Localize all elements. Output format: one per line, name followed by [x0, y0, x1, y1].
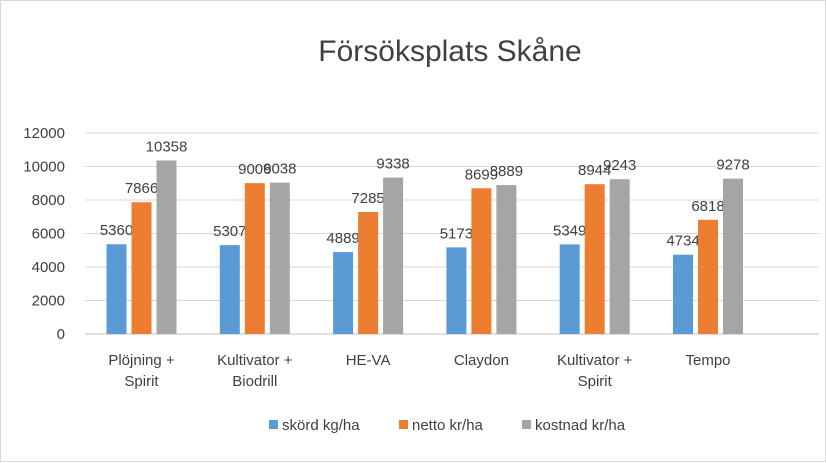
- bar: [673, 254, 693, 334]
- category-label-line: Tempo: [685, 352, 730, 369]
- data-label: 5349: [553, 222, 586, 239]
- bar: [446, 247, 467, 334]
- category-label-line: Claydon: [454, 352, 509, 369]
- bar: [358, 211, 379, 334]
- data-label: 5307: [213, 223, 246, 240]
- legend-swatch: [269, 420, 278, 429]
- data-label: 9243: [603, 157, 636, 174]
- data-label: 10358: [146, 139, 188, 156]
- category-label: Plöjning + Spirit: [108, 352, 175, 390]
- category-label-line: Spirit: [124, 373, 159, 390]
- legend-label: skörd kg/ha: [282, 417, 360, 434]
- data-label: 5360: [100, 222, 133, 239]
- category-label: Kultivator + Biodrill: [217, 352, 293, 390]
- chart-title: Försöksplats Skåne: [318, 35, 581, 68]
- data-label: 7285: [351, 190, 384, 207]
- data-label: 8944: [578, 162, 611, 179]
- category-label-line: HE-VA: [346, 352, 391, 369]
- category-label-line: Biodrill: [232, 373, 277, 390]
- data-label: 8699: [465, 166, 498, 183]
- bar: [219, 245, 240, 334]
- category-label-line: Kultivator +: [557, 352, 633, 369]
- bar: [559, 244, 580, 334]
- legend-label: kostnad kr/ha: [535, 417, 626, 434]
- bar: [156, 160, 177, 334]
- data-label: 9006: [238, 161, 271, 178]
- y-tick-label: 6000: [32, 226, 65, 243]
- bar: [723, 178, 743, 334]
- data-label: 4734: [666, 233, 699, 250]
- category-label: HE-VA: [346, 352, 391, 369]
- y-tick-label: 0: [57, 326, 65, 343]
- bar: [609, 179, 630, 334]
- bar: [584, 184, 605, 334]
- data-label: 8889: [490, 163, 523, 180]
- legend-swatch: [399, 420, 408, 429]
- legend-label: netto kr/ha: [412, 417, 484, 434]
- category-label-line: Kultivator +: [217, 352, 293, 369]
- data-label: 4889: [326, 230, 359, 247]
- bar: [269, 182, 290, 334]
- bar: [106, 244, 127, 334]
- bar: [471, 188, 492, 334]
- category-label: Kultivator + Spirit: [557, 352, 633, 390]
- bar: [496, 185, 517, 334]
- y-tick-label: 8000: [32, 192, 65, 209]
- y-tick-label: 12000: [23, 125, 65, 142]
- legend-swatch: [522, 420, 531, 429]
- y-tick-label: 4000: [32, 259, 65, 276]
- y-tick-label: 10000: [23, 159, 65, 176]
- data-label: 9038: [263, 161, 296, 178]
- category-label-line: Spirit: [578, 373, 613, 390]
- y-tick-label: 2000: [32, 293, 65, 310]
- category-label-line: Plöjning +: [108, 352, 175, 369]
- data-label: 9338: [376, 156, 409, 173]
- bar: [244, 183, 265, 334]
- data-label: 5173: [440, 225, 473, 242]
- bar: [383, 177, 404, 334]
- category-label: Tempo: [685, 352, 730, 369]
- category-label: Claydon: [454, 352, 509, 369]
- data-label: 6818: [691, 198, 724, 215]
- bar: [131, 202, 152, 334]
- bar: [698, 219, 718, 334]
- data-label: 7866: [125, 180, 158, 197]
- data-label: 9278: [716, 157, 749, 174]
- bar: [333, 252, 354, 334]
